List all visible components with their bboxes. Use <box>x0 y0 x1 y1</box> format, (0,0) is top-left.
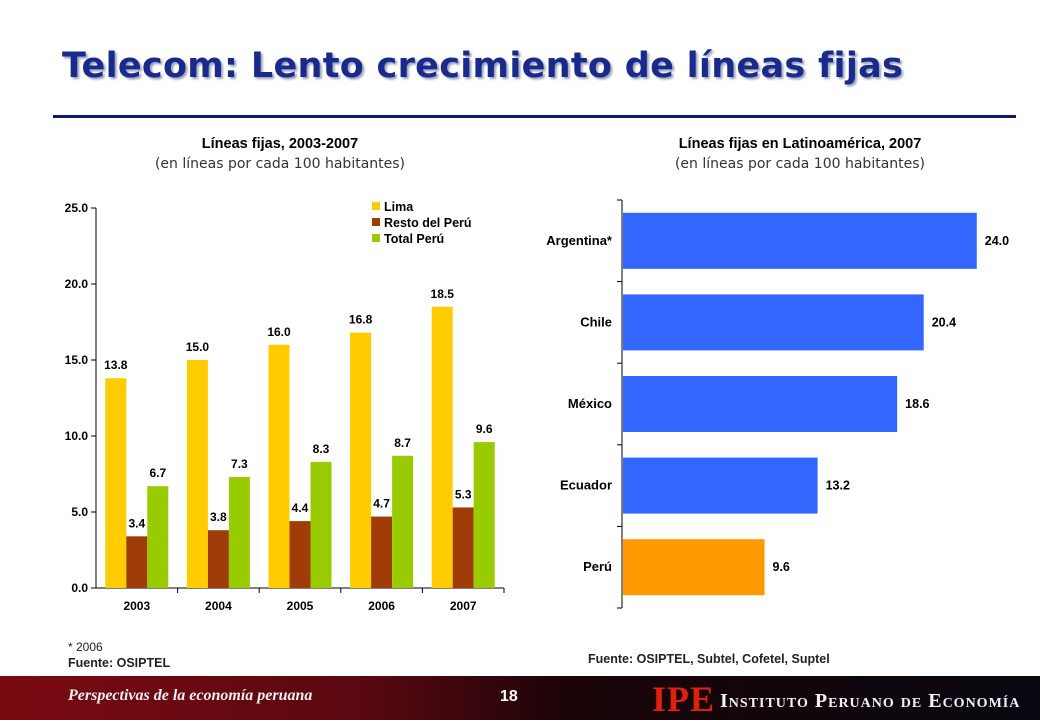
legend-swatch <box>372 218 380 226</box>
page-number: 18 <box>500 688 518 705</box>
data-label: 18.5 <box>431 287 455 301</box>
bar-total-perú <box>473 442 495 588</box>
bar-total-perú <box>228 477 250 588</box>
footer-gradient <box>0 676 1040 720</box>
data-label: 16.0 <box>267 325 291 339</box>
y-tick-label: 5.0 <box>71 505 88 519</box>
legend-label: Total Perú <box>384 232 444 246</box>
bar-country <box>623 376 898 432</box>
left-chart-subtitle: (en líneas por cada 100 habitantes) <box>154 156 406 172</box>
data-label: 5.3 <box>455 487 472 501</box>
data-label: 16.8 <box>349 313 373 327</box>
data-label: 24.0 <box>985 234 1009 248</box>
legend-swatch <box>372 202 380 210</box>
left-chart-title-block: Líneas fijas, 2003-2007 (en líneas por c… <box>80 136 480 172</box>
data-label: 9.6 <box>773 560 790 574</box>
right-chart-source: Fuente: OSIPTEL, Subtel, Cofetel, Suptel <box>588 652 830 666</box>
footer-bar: Perspectivas de la economía peruana 18 I… <box>0 676 1040 720</box>
bar-total-perú <box>147 486 169 588</box>
x-tick-label: 2004 <box>205 599 232 613</box>
y-tick-label: 0.0 <box>71 581 88 595</box>
slide-title: Telecom: Lento crecimiento de líneas fij… <box>62 46 904 86</box>
data-label: 15.0 <box>186 340 210 354</box>
bar-lima <box>186 360 208 588</box>
data-label: 20.4 <box>932 315 956 329</box>
bar-resto-del-perú <box>289 521 311 588</box>
ipe-logo: IPE <box>652 679 716 719</box>
data-label: 4.7 <box>373 497 390 511</box>
x-tick-label: 2006 <box>368 599 395 613</box>
category-label: México <box>568 396 612 411</box>
bar-resto-del-perú <box>126 536 148 588</box>
data-label: 13.8 <box>104 358 128 372</box>
left-chart-source: Fuente: OSIPTEL <box>68 656 171 670</box>
category-label: Argentina* <box>546 233 613 248</box>
data-label: 9.6 <box>476 422 493 436</box>
bar-lima <box>105 378 127 588</box>
x-tick-label: 2005 <box>287 599 314 613</box>
institute-name: Instituto Peruano de Economía <box>720 690 1021 712</box>
data-label: 18.6 <box>905 397 929 411</box>
data-label: 6.7 <box>149 466 166 480</box>
y-tick-label: 10.0 <box>65 429 89 443</box>
data-label: 8.7 <box>394 436 411 450</box>
bar-peru <box>623 539 765 596</box>
category-label: Perú <box>583 559 612 574</box>
bar-resto-del-perú <box>452 507 474 588</box>
legend-label: Resto del Perú <box>384 216 472 230</box>
data-label: 3.4 <box>128 516 145 530</box>
data-label: 4.4 <box>292 501 309 515</box>
left-chart-title: Líneas fijas, 2003-2007 <box>201 136 359 152</box>
bar-resto-del-perú <box>371 516 393 588</box>
data-label: 13.2 <box>826 479 850 493</box>
data-label: 3.8 <box>210 510 227 524</box>
y-tick-label: 15.0 <box>65 353 89 367</box>
bar-country <box>623 457 818 514</box>
y-tick-label: 25.0 <box>65 201 89 215</box>
right-chart-title: Líneas fijas en Latinoamérica, 2007 <box>678 136 922 152</box>
footer-publication-title: Perspectivas de la economía peruana <box>68 687 313 704</box>
data-label: 8.3 <box>313 442 330 456</box>
bar-country <box>623 212 977 269</box>
category-label: Chile <box>580 314 612 329</box>
bar-total-perú <box>310 461 332 588</box>
right-chart-title-block: Líneas fijas en Latinoamérica, 2007 (en … <box>600 136 1000 172</box>
bar-lima <box>431 306 453 588</box>
title-divider <box>53 115 1016 118</box>
x-tick-label: 2007 <box>450 599 477 613</box>
right-bar-chart: 24.0 Argentina* 20.4 Chile 18.6 México 13.2 Ecu… <box>546 199 1009 609</box>
left-chart-note: * 2006 <box>68 640 103 654</box>
x-tick-label: 2003 <box>123 599 150 613</box>
category-label: Ecuador <box>560 478 612 493</box>
y-tick-label: 20.0 <box>65 277 89 291</box>
bar-resto-del-perú <box>207 530 229 588</box>
data-label: 7.3 <box>231 457 248 471</box>
legend-label: Lima <box>384 200 414 214</box>
left-bar-chart: 0.0 5.0 10.0 15.0 20.0 25.0 2003 13.8 3.4 6.7 2004… <box>65 200 505 613</box>
legend-swatch <box>372 234 380 242</box>
bar-country <box>623 294 924 351</box>
right-chart-subtitle: (en líneas por cada 100 habitantes) <box>674 156 926 172</box>
bar-lima <box>350 332 372 588</box>
bar-total-perú <box>392 455 414 588</box>
bar-lima <box>268 344 290 588</box>
